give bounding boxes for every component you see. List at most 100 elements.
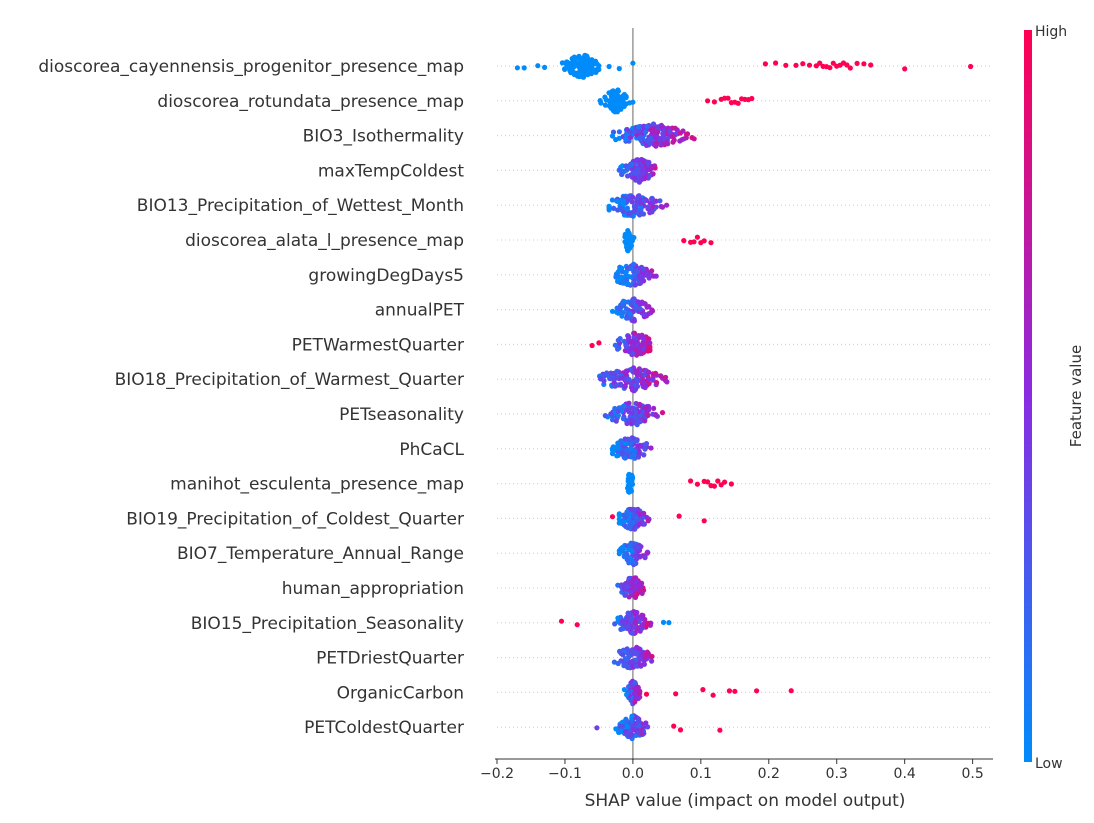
shap-point bbox=[562, 66, 568, 72]
shap-point bbox=[615, 305, 621, 312]
feature-label: PETColdestQuarter bbox=[304, 718, 464, 738]
shap-point bbox=[793, 62, 799, 68]
shap-point bbox=[694, 234, 701, 240]
shap-point bbox=[601, 381, 607, 387]
shap-point bbox=[788, 688, 794, 694]
shap-point bbox=[631, 272, 638, 278]
shap-point bbox=[629, 658, 635, 665]
shap-point bbox=[632, 448, 638, 454]
shap-point bbox=[654, 140, 660, 146]
shap-point bbox=[645, 204, 651, 210]
shap-point bbox=[722, 95, 728, 101]
shap-point bbox=[629, 630, 635, 636]
shap-point bbox=[636, 333, 642, 339]
shap-point bbox=[673, 691, 679, 697]
shap-point bbox=[620, 723, 626, 729]
shap-point bbox=[615, 412, 622, 419]
shap-point bbox=[726, 688, 733, 694]
shap-point bbox=[667, 128, 673, 134]
x-tick-label: 0.0 bbox=[622, 766, 644, 782]
shap-point bbox=[622, 440, 628, 446]
shap-point bbox=[602, 413, 608, 419]
shap-point bbox=[634, 544, 641, 550]
shap-point bbox=[624, 166, 630, 172]
shap-point bbox=[616, 516, 622, 522]
shap-point bbox=[691, 239, 697, 245]
shap-point bbox=[638, 200, 644, 206]
shap-point bbox=[701, 518, 707, 524]
shap-point bbox=[612, 99, 618, 105]
shap-point bbox=[628, 446, 634, 452]
shap-point bbox=[645, 620, 651, 626]
shap-point bbox=[705, 98, 711, 104]
shap-point bbox=[631, 560, 637, 566]
shap-point bbox=[633, 618, 639, 625]
shap-point bbox=[677, 727, 684, 733]
shap-point bbox=[608, 411, 614, 417]
shap-point bbox=[624, 724, 631, 730]
feature-label: OrganicCarbon bbox=[337, 683, 464, 703]
feature-label: dioscorea_cayennensis_progenitor_presenc… bbox=[38, 57, 464, 77]
shap-point bbox=[635, 729, 641, 736]
shap-point bbox=[584, 55, 591, 61]
shap-point bbox=[660, 619, 667, 626]
shap-point bbox=[653, 135, 659, 141]
shap-point bbox=[655, 129, 661, 135]
shap-point bbox=[589, 342, 595, 349]
feature-label: PETseasonality bbox=[339, 405, 464, 425]
shap-point bbox=[633, 205, 639, 211]
shap-point bbox=[710, 692, 716, 698]
shap-point bbox=[625, 610, 631, 616]
shap-point bbox=[625, 664, 631, 670]
shap-point bbox=[631, 609, 637, 615]
points-layer bbox=[514, 52, 974, 742]
shap-point bbox=[623, 132, 629, 138]
feature-label: PhCaCL bbox=[399, 440, 464, 460]
shap-point bbox=[680, 128, 686, 134]
shap-point bbox=[634, 157, 640, 163]
x-tick-label: −0.2 bbox=[480, 766, 514, 782]
shap-point bbox=[624, 556, 630, 563]
colorbar-high-label: High bbox=[1035, 24, 1067, 40]
shap-point bbox=[715, 478, 721, 484]
shap-point bbox=[643, 129, 649, 135]
shap-point bbox=[620, 620, 626, 626]
shap-point bbox=[634, 694, 640, 701]
x-tick-label: 0.4 bbox=[894, 766, 916, 782]
shap-point bbox=[638, 205, 644, 211]
shap-point bbox=[641, 452, 647, 458]
shap-point bbox=[589, 61, 595, 67]
shap-point bbox=[643, 442, 649, 448]
shap-point bbox=[617, 336, 623, 342]
shap-point bbox=[645, 518, 651, 524]
shap-point bbox=[630, 194, 636, 200]
shap-point bbox=[628, 405, 634, 411]
shap-point bbox=[582, 68, 588, 74]
shap-point bbox=[627, 244, 633, 251]
shap-point bbox=[902, 66, 908, 72]
shap-point bbox=[609, 371, 616, 377]
shap-point bbox=[615, 660, 621, 667]
shap-point bbox=[623, 342, 629, 348]
shap-point bbox=[664, 202, 670, 208]
shap-point bbox=[666, 620, 672, 626]
shap-point bbox=[611, 205, 617, 211]
shap-point bbox=[598, 376, 604, 382]
shap-point bbox=[645, 412, 651, 418]
shap-point bbox=[627, 129, 633, 135]
x-tick-label: 0.1 bbox=[690, 766, 712, 782]
shap-point bbox=[742, 96, 748, 102]
shap-point bbox=[823, 64, 830, 70]
shap-point bbox=[649, 163, 655, 170]
shap-point bbox=[640, 158, 646, 165]
shap-point bbox=[615, 408, 621, 414]
shap-point bbox=[861, 61, 867, 67]
shap-point bbox=[621, 518, 628, 525]
shap-point bbox=[679, 137, 685, 143]
shap-point bbox=[620, 626, 626, 632]
feature-label: BIO3_Isothermality bbox=[303, 127, 464, 147]
shap-point bbox=[622, 383, 628, 389]
shap-point bbox=[773, 60, 779, 66]
shap-point bbox=[585, 62, 591, 68]
shap-point bbox=[639, 299, 645, 305]
